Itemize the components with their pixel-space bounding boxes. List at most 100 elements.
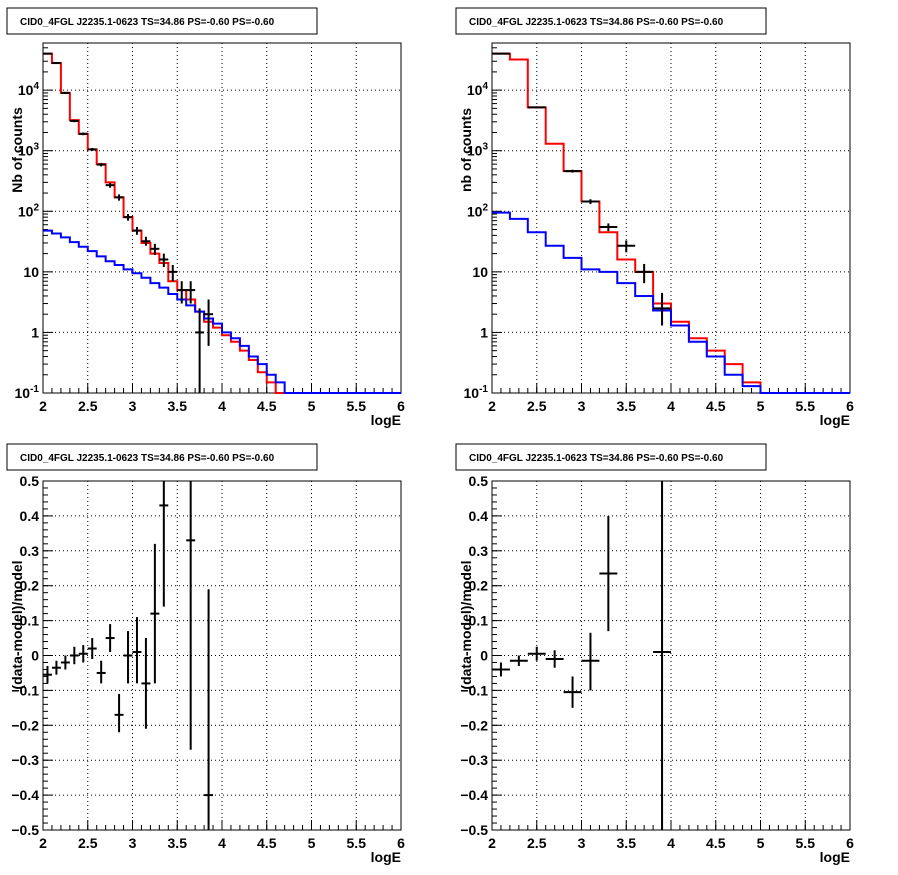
data-point (96, 162, 106, 167)
data-point (60, 655, 70, 670)
x-tick-label: 2.5 (527, 835, 547, 851)
x-tick-label: 2 (39, 398, 47, 414)
data-point (43, 52, 52, 55)
x-tick-label: 4.5 (257, 835, 277, 851)
data-point (150, 543, 160, 684)
y-tick-label: 104 (18, 81, 40, 98)
y-tick-label: −0.3 (460, 752, 488, 768)
x-tick-label: 2 (488, 398, 496, 414)
x-tick-label: 6 (846, 835, 854, 851)
data-point (177, 281, 187, 304)
data-point (159, 481, 169, 607)
data-point (635, 263, 654, 284)
y-tick-label: 104 (467, 81, 489, 98)
y-tick-label: 0.1 (469, 613, 489, 629)
data-point (114, 693, 124, 733)
plot-frame (42, 480, 402, 831)
data-point (617, 240, 636, 253)
chart-title: CID0_4FGL J2235.1-0623 TS=34.86 PS=-0.60… (469, 453, 724, 464)
data-point (186, 281, 196, 304)
data-point (159, 253, 169, 268)
y-tick-label: −0.5 (11, 822, 39, 838)
x-tick-label: 5 (308, 835, 316, 851)
data-point (123, 214, 133, 221)
y-tick-label: 1 (480, 324, 488, 340)
x-tick-label: 2 (488, 835, 496, 851)
y-tick-label: −0.2 (11, 717, 39, 733)
data-point (653, 292, 671, 326)
x-tick-label: 3 (578, 398, 586, 414)
chart-panel-4: 2 2.5 3 3.5 4 4.5 5 5.5 6 −0.5 −0.4 −0.3 −0.2 −0.1 0 0.… (455, 443, 854, 865)
data-point (563, 169, 582, 173)
y-axis-label: nb of counts (458, 108, 474, 192)
x-tick-label: 5.5 (796, 398, 816, 414)
y-tick-label: 0.4 (469, 508, 489, 524)
data-point (96, 660, 106, 684)
x-axis-label: logE (820, 849, 850, 865)
y-axis-label: Nb of counts (9, 107, 25, 193)
data-point (114, 194, 124, 201)
y-axis-label: (data-model)/model (458, 560, 474, 689)
x-tick-label: 4.5 (706, 835, 726, 851)
x-tick-label: 3.5 (617, 398, 637, 414)
data-point (105, 182, 115, 188)
data-point (60, 91, 70, 94)
chart-panel-3: 2 2.5 3 3.5 4 4.5 5 5.5 6 −0.5 −0.4 −0.3 −0.2 −0.1 0 0.… (6, 443, 405, 865)
y-tick-label: 103 (18, 142, 40, 159)
histogram-series-model-total (492, 52, 850, 394)
data-point (51, 62, 61, 65)
x-tick-label: 4 (667, 835, 675, 851)
data-point (132, 227, 142, 235)
x-tick-label: 3.5 (168, 398, 188, 414)
data-point (141, 638, 151, 729)
data-point (123, 631, 133, 684)
y-tick-label: 0.5 (469, 473, 489, 489)
data-point (87, 638, 97, 659)
y-tick-label: 10-1 (464, 384, 489, 401)
data-point (87, 147, 97, 151)
chart-title: CID0_4FGL J2235.1-0623 TS=34.86 PS=-0.60… (469, 17, 724, 28)
y-tick-label: 103 (467, 142, 489, 159)
data-point (599, 223, 618, 232)
x-tick-label: 5.5 (796, 835, 816, 851)
x-tick-label: 5 (757, 835, 765, 851)
data-point (69, 119, 79, 123)
data-point (186, 481, 196, 750)
x-tick-label: 3 (578, 835, 586, 851)
x-tick-label: 2 (39, 835, 47, 851)
y-tick-label: 0.4 (20, 508, 40, 524)
x-tick-label: 4 (667, 398, 675, 414)
data-point (105, 624, 115, 653)
x-tick-label: 3 (129, 835, 137, 851)
y-tick-label: 0.3 (469, 543, 489, 559)
data-point (150, 243, 160, 255)
data-point (492, 52, 510, 55)
data-point (581, 632, 600, 691)
title-box (6, 443, 318, 471)
data-point (141, 236, 151, 246)
x-tick-label: 6 (846, 398, 854, 414)
x-axis-label: logE (820, 412, 850, 428)
y-tick-label: 102 (18, 202, 40, 219)
title-box (6, 7, 318, 35)
data-point (563, 676, 582, 708)
data-point (204, 589, 214, 830)
y-tick-label: 0 (31, 648, 39, 664)
chart-panel-2: 2 2.5 3 3.5 4 4.5 5 5.5 6 10-1 1 10 102 103 104 CID0_4F… (455, 7, 854, 428)
data-point (492, 662, 510, 677)
x-tick-label: 4 (218, 835, 226, 851)
x-tick-label: 2.5 (527, 398, 547, 414)
data-point (78, 132, 88, 136)
x-axis-label: logE (371, 412, 401, 428)
data-point (509, 655, 528, 666)
chart-panel-1: 2 2.5 3 3.5 4 4.5 5 5.5 6 10-1 1 10 102 103 104 CID0_4F… (6, 7, 405, 428)
x-tick-label: 2.5 (78, 835, 98, 851)
x-axis-label: logE (371, 849, 401, 865)
y-tick-label: 1 (31, 324, 39, 340)
title-box (455, 443, 767, 471)
chart-title: CID0_4FGL J2235.1-0623 TS=34.86 PS=-0.60… (20, 17, 275, 28)
x-tick-label: 3 (129, 398, 137, 414)
data-point (132, 617, 142, 684)
data-point (78, 645, 88, 663)
